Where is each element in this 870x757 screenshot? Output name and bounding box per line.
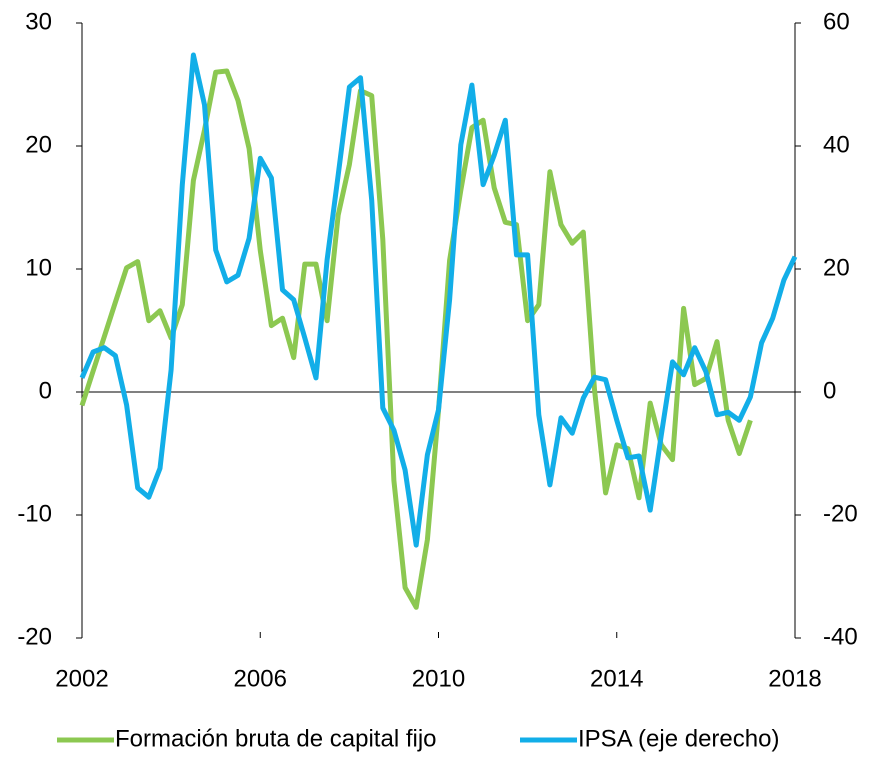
legend-label: Formación bruta de capital fijo <box>115 725 437 752</box>
x-tick-label: 2002 <box>55 665 108 692</box>
x-tick-label: 2014 <box>590 665 643 692</box>
y2-tick-label: 20 <box>823 254 850 281</box>
y2-tick-label: -40 <box>823 623 858 650</box>
y-tick-label: -20 <box>17 623 52 650</box>
series-line <box>79 68 753 610</box>
y-tick-label: 0 <box>39 377 52 404</box>
series-line <box>79 52 798 548</box>
y-tick-label: 20 <box>25 131 52 158</box>
x-tick-label: 2010 <box>412 665 465 692</box>
legend-label: IPSA (eje derecho) <box>578 725 779 752</box>
y-tick-label: 10 <box>25 254 52 281</box>
x-tick-label: 2006 <box>234 665 287 692</box>
y-tick-label: -10 <box>17 500 52 527</box>
y2-tick-label: 0 <box>823 377 836 404</box>
y2-tick-label: -20 <box>823 500 858 527</box>
x-tick-label: 2018 <box>768 665 821 692</box>
y2-tick-label: 40 <box>823 131 850 158</box>
y2-tick-label: 60 <box>823 8 850 35</box>
y-tick-label: 30 <box>25 8 52 35</box>
